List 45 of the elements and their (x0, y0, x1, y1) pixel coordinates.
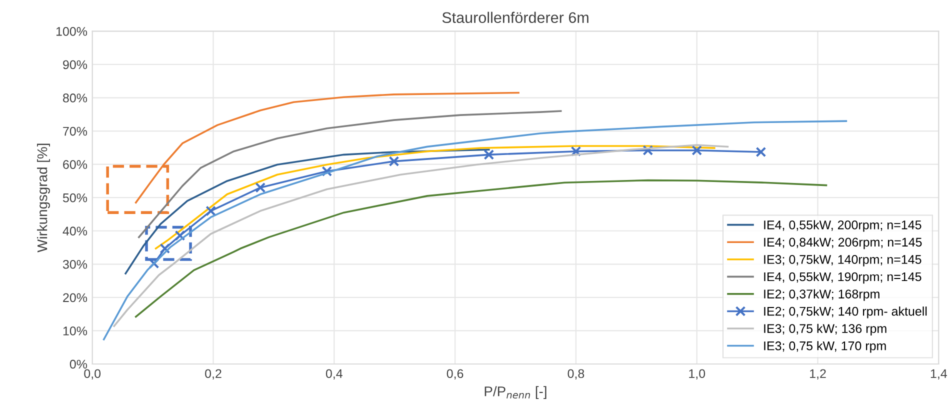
y-tick-label: 100% (56, 27, 88, 36)
point (255, 182, 266, 193)
legend-label: IE2; 0,75kW; 140 rpm- aktuell (764, 306, 927, 318)
legend-label: IE3; 0,75 kW, 170 rpm (764, 341, 886, 353)
x-tick-label: 0,8 (568, 369, 584, 380)
point (692, 145, 702, 156)
legend-label: IE4, 0,55kW, 190rpm; n=145 (764, 272, 922, 284)
y-tick-label: 20% (63, 293, 88, 302)
y-tick-label: 10% (63, 326, 88, 336)
x-tick-label: 1,0 (689, 369, 706, 380)
chart-title: Staurollenförderer 6m (442, 12, 588, 24)
x-tick-label: 0,4 (326, 369, 342, 380)
x-tick-label: 0,2 (205, 369, 222, 380)
x-tick-label: 1,4 (930, 369, 947, 380)
y-tick-label: 90% (63, 60, 88, 70)
y-tick-label: 0% (70, 360, 88, 369)
y-tick-label: 40% (62, 226, 88, 236)
point (160, 243, 170, 254)
point (322, 166, 332, 177)
point (206, 206, 216, 216)
x-axis-title: P/P$_{nenn}$ [-] (484, 386, 546, 400)
line-series (138, 110, 562, 238)
line-series (113, 144, 729, 327)
legend-label: IE3; 0,75 kW; 136 rpm (764, 324, 886, 336)
point (570, 146, 582, 157)
legend-label: IE3; 0,75kW, 140rpm; n=145 (764, 254, 922, 266)
y-tick-label: 80% (63, 94, 88, 102)
y-tick-label: 50% (62, 193, 88, 202)
line-series (154, 145, 716, 250)
point (642, 145, 654, 156)
legend-label: IE2; 0,37kW; 168rpm (764, 289, 880, 301)
x-tick-label: 0,6 (446, 369, 464, 380)
y-tick-label: 30% (62, 260, 88, 269)
legend-label: IE4, 0,55kW, 200rpm; n=145 (764, 220, 922, 232)
line-series (124, 148, 490, 274)
legend-label: IE4; 0,84kW; 206rpm; n=145 (764, 237, 922, 250)
point (388, 156, 400, 167)
y-tick-label: 70% (63, 126, 88, 136)
y-axis-title: Wirkungsgrad [%] (37, 144, 50, 252)
point (484, 149, 494, 160)
y-tick-label: 60% (63, 160, 88, 169)
x-tick-label: 1,2 (810, 369, 826, 380)
point (174, 230, 186, 241)
point (756, 146, 766, 158)
x-tick-label: 0,0 (84, 369, 101, 380)
